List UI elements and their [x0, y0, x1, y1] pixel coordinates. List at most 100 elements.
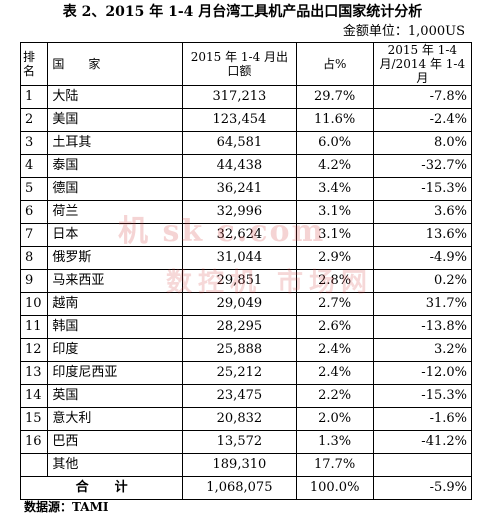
- unit-note: 金额单位：1,000US: [342, 24, 465, 39]
- value-cell: 20,832: [182, 407, 297, 431]
- table-header-row: 排名 国 家 2015 年 1-4 月出口额 占% 2015 年 1-4 月/2…: [19, 42, 473, 86]
- country-cell: 土耳其: [47, 131, 184, 155]
- table-row: 1 大陆 317,213 29.7% -7.8%: [19, 85, 473, 109]
- value-cell: 29,851: [182, 269, 297, 293]
- value-cell: 31,044: [182, 246, 297, 270]
- value-cell: 36,241: [182, 177, 297, 201]
- table-row: 其他 189,310 17.7%: [19, 453, 473, 477]
- share-cell: 4.2%: [295, 154, 374, 178]
- share-cell: 2.7%: [295, 292, 374, 316]
- change-cell: -15.3%: [372, 384, 473, 408]
- change-cell: -15.3%: [372, 177, 473, 201]
- share-cell: 2.2%: [295, 384, 374, 408]
- rank-cell: 3: [19, 131, 49, 155]
- total-label: 合 计: [19, 476, 184, 500]
- rank-cell: 7: [19, 223, 49, 247]
- share-cell: 6.0%: [295, 131, 374, 155]
- value-cell: 25,888: [182, 338, 297, 362]
- share-cell: 2.9%: [295, 246, 374, 270]
- value-cell: 23,475: [182, 384, 297, 408]
- source-note: 数据源：TAMI: [24, 500, 109, 514]
- value-cell: 317,213: [182, 85, 297, 109]
- rank-cell: 12: [19, 338, 49, 362]
- country-cell: 马来西亚: [47, 269, 184, 293]
- export-table: 排名 国 家 2015 年 1-4 月出口额 占% 2015 年 1-4 月/2…: [19, 42, 473, 500]
- share-cell: 17.7%: [295, 453, 374, 477]
- value-cell: 189,310: [182, 453, 297, 477]
- change-cell: 13.6%: [372, 223, 473, 247]
- share-cell: 3.1%: [295, 200, 374, 224]
- rank-cell: 15: [19, 407, 49, 431]
- change-cell: 0.2%: [372, 269, 473, 293]
- rank-cell: 11: [19, 315, 49, 339]
- change-cell: -2.4%: [372, 108, 473, 132]
- share-cell: 1.3%: [295, 430, 374, 454]
- table-row: 12 印度 25,888 2.4% 3.2%: [19, 338, 473, 362]
- value-cell: 32,624: [182, 223, 297, 247]
- change-cell: 3.2%: [372, 338, 473, 362]
- rank-cell: 14: [19, 384, 49, 408]
- change-cell: -4.9%: [372, 246, 473, 270]
- table-row: 16 巴西 13,572 1.3% -41.2%: [19, 430, 473, 454]
- table-title: 表 2、2015 年 1-4 月台湾工具机产品出口国家统计分析: [62, 4, 423, 20]
- rank-cell: 13: [19, 361, 49, 385]
- header-share: 占%: [295, 42, 374, 86]
- table-row: 3 土耳其 64,581 6.0% 8.0%: [19, 131, 473, 155]
- country-cell: 美国: [47, 108, 184, 132]
- rank-cell: 9: [19, 269, 49, 293]
- change-cell: -7.8%: [372, 85, 473, 109]
- value-cell: 44,438: [182, 154, 297, 178]
- change-cell: -13.8%: [372, 315, 473, 339]
- table-row: 5 德国 36,241 3.4% -15.3%: [19, 177, 473, 201]
- change-cell: 8.0%: [372, 131, 473, 155]
- table-row: 2 美国 123,454 11.6% -2.4%: [19, 108, 473, 132]
- rank-cell: 5: [19, 177, 49, 201]
- country-cell: 英国: [47, 384, 184, 408]
- country-cell: 大陆: [47, 85, 184, 109]
- country-cell: 荷兰: [47, 200, 184, 224]
- total-share: 100.0%: [295, 476, 374, 500]
- change-cell: -12.0%: [372, 361, 473, 385]
- table-row: 8 俄罗斯 31,044 2.9% -4.9%: [19, 246, 473, 270]
- change-cell: -32.7%: [372, 154, 473, 178]
- change-cell: 3.6%: [372, 200, 473, 224]
- country-cell: 日本: [47, 223, 184, 247]
- value-cell: 32,996: [182, 200, 297, 224]
- header-country: 国 家: [47, 42, 184, 86]
- rank-cell: 16: [19, 430, 49, 454]
- share-cell: 29.7%: [295, 85, 374, 109]
- table-row: 7 日本 32,624 3.1% 13.6%: [19, 223, 473, 247]
- rank-cell: 6: [19, 200, 49, 224]
- table-row: 15 意大利 20,832 2.0% -1.6%: [19, 407, 473, 431]
- rank-cell: 10: [19, 292, 49, 316]
- value-cell: 25,212: [182, 361, 297, 385]
- rank-cell: 2: [19, 108, 49, 132]
- change-cell: -1.6%: [372, 407, 473, 431]
- header-rank: 排名: [19, 42, 49, 86]
- rank-cell: 1: [19, 85, 49, 109]
- table-row: 14 英国 23,475 2.2% -15.3%: [19, 384, 473, 408]
- rank-cell: [19, 453, 49, 477]
- country-cell: 韩国: [47, 315, 184, 339]
- value-cell: 64,581: [182, 131, 297, 155]
- total-row: 合 计 1,068,075 100.0% -5.9%: [19, 476, 473, 500]
- rank-cell: 8: [19, 246, 49, 270]
- country-cell: 印度尼西亚: [47, 361, 184, 385]
- change-cell: [372, 453, 473, 477]
- country-cell: 意大利: [47, 407, 184, 431]
- share-cell: 2.0%: [295, 407, 374, 431]
- value-cell: 28,295: [182, 315, 297, 339]
- share-cell: 2.4%: [295, 338, 374, 362]
- table-body: 1 大陆 317,213 29.7% -7.8% 2 美国 123,454 11.6% -2.4%…: [19, 85, 473, 477]
- country-cell: 巴西: [47, 430, 184, 454]
- share-cell: 11.6%: [295, 108, 374, 132]
- country-cell: 泰国: [47, 154, 184, 178]
- table-row: 13 印度尼西亚 25,212 2.4% -12.0%: [19, 361, 473, 385]
- country-cell: 德国: [47, 177, 184, 201]
- change-cell: 31.7%: [372, 292, 473, 316]
- total-change: -5.9%: [372, 476, 473, 500]
- country-cell: 印度: [47, 338, 184, 362]
- country-cell: 越南: [47, 292, 184, 316]
- country-cell: 俄罗斯: [47, 246, 184, 270]
- share-cell: 3.4%: [295, 177, 374, 201]
